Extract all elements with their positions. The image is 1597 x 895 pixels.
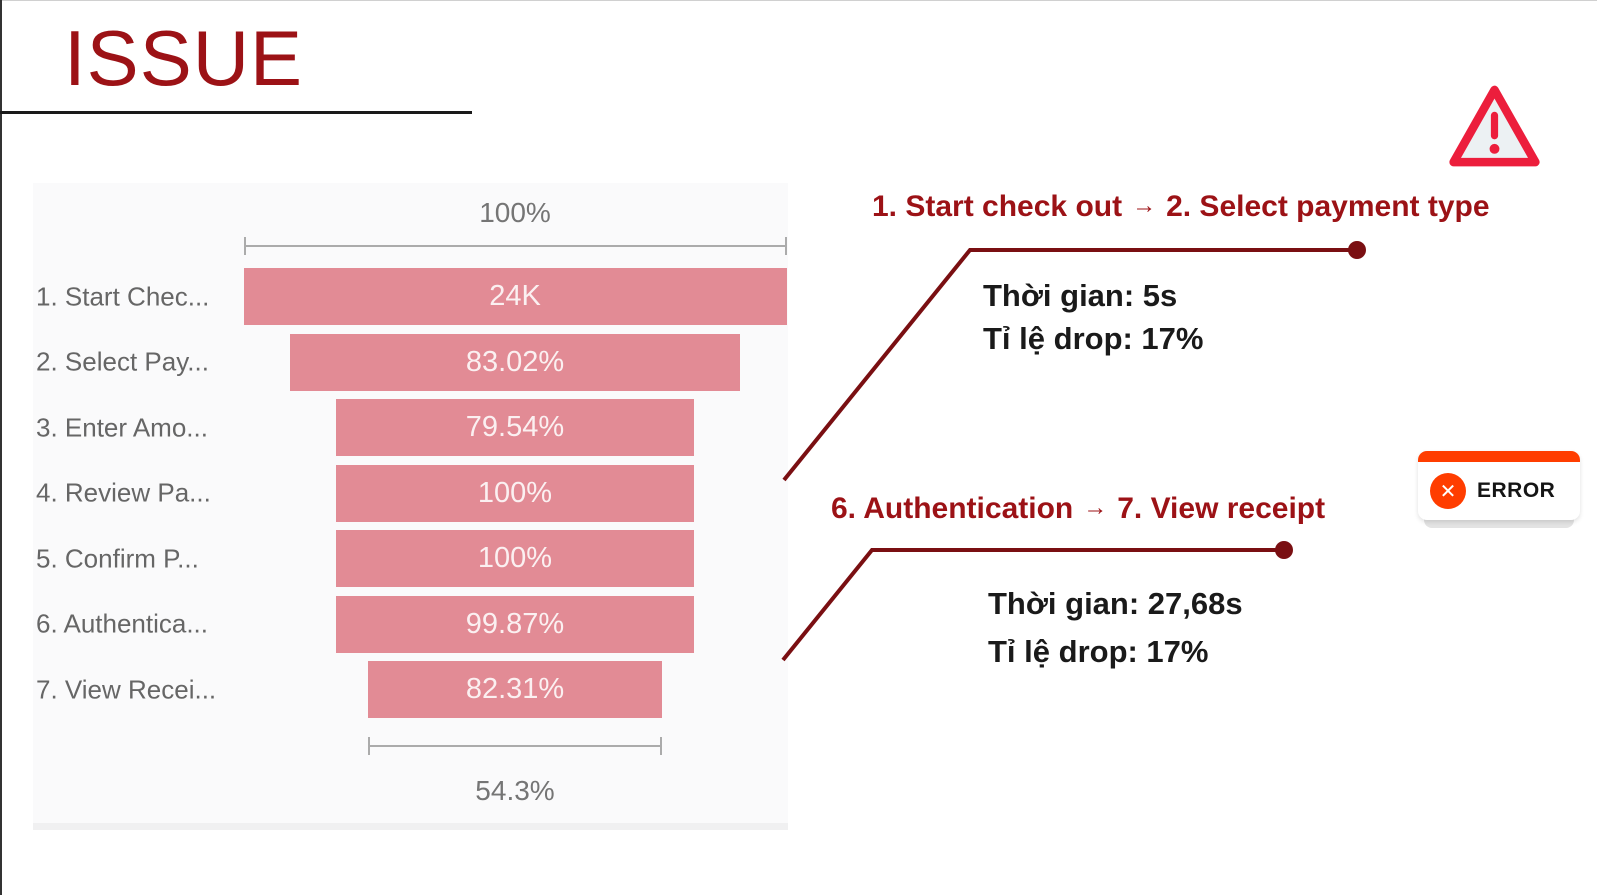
arrow-right-icon: → (1132, 192, 1157, 219)
bracket-tick (243, 237, 246, 255)
warning-triangle-icon (1449, 85, 1540, 167)
funnel-bar: 100% (335, 464, 695, 522)
funnel-bottom-bracket-label: 54.3% (475, 775, 555, 806)
error-badge-topbar (1418, 451, 1580, 462)
bracket-tick (367, 737, 370, 755)
annotation-2-from: 6. Authentication (831, 492, 1074, 525)
exclamation-bar (1490, 111, 1499, 140)
annotation-1-drop: Tỉ lệ drop: 17% (983, 321, 1204, 356)
bracket-line (367, 745, 663, 747)
funnel-bar: 99.87% (335, 595, 695, 653)
x-circle-icon: ✕ (1430, 473, 1466, 509)
connector-dot-1 (1348, 241, 1366, 259)
bracket-line (243, 245, 787, 247)
funnel-stage-label: 6. Authentica... (36, 608, 209, 639)
funnel-stage-label: 3. Enter Amo... (36, 412, 208, 442)
annotation-2-to: 7. View receipt (1117, 492, 1326, 525)
exclamation-dot (1489, 143, 1500, 154)
connector-dot-2 (1275, 541, 1293, 559)
annotation-1-time: Thời gian: 5s (983, 278, 1178, 313)
funnel-stage-label: 1. Start Chec... (36, 281, 210, 311)
error-badge-shadow (1424, 519, 1574, 528)
annotation-1-title: 1. Start check out → 2. Select payment typ… (872, 190, 1490, 224)
chart-card-edge (33, 823, 788, 830)
title-underline (0, 111, 472, 114)
funnel-bar: 82.31% (367, 661, 663, 718)
annotation-2-time: Thời gian: 27,68s (988, 586, 1243, 621)
funnel-chart: 24K 1. Start Chec... 83.02% 2. Select Pay..… (33, 183, 788, 830)
slide-left-border (0, 0, 2, 895)
funnel-bar: 100% (335, 530, 695, 587)
error-badge-label: ERROR (1477, 479, 1556, 502)
annotation-1-to: 2. Select payment type (1166, 190, 1490, 223)
funnel-bar: 24K (243, 268, 787, 325)
funnel-bar: 83.02% (289, 333, 741, 391)
bracket-tick (660, 737, 663, 755)
funnel-top-bracket-label: 100% (479, 197, 551, 228)
arrow-right-icon: → (1083, 494, 1108, 521)
funnel-stage-label: 2. Select Pay... (36, 346, 209, 377)
bracket-tick (784, 237, 787, 255)
funnel-stage-label: 5. Confirm P... (36, 543, 199, 573)
annotation-2-drop: Tỉ lệ drop: 17% (988, 634, 1209, 669)
page-title: ISSUE (64, 14, 304, 102)
annotation-1-from: 1. Start check out (872, 190, 1123, 223)
slide-top-border (0, 0, 1597, 1)
funnel-stage-label: 7. View Recei... (36, 674, 217, 704)
funnel-bar: 79.54% (335, 399, 695, 456)
funnel-stage-label: 4. Review Pa... (36, 477, 211, 508)
error-badge: ✕ ERROR (1418, 451, 1580, 520)
annotation-2-title: 6. Authentication → 7. View receipt (831, 492, 1325, 526)
